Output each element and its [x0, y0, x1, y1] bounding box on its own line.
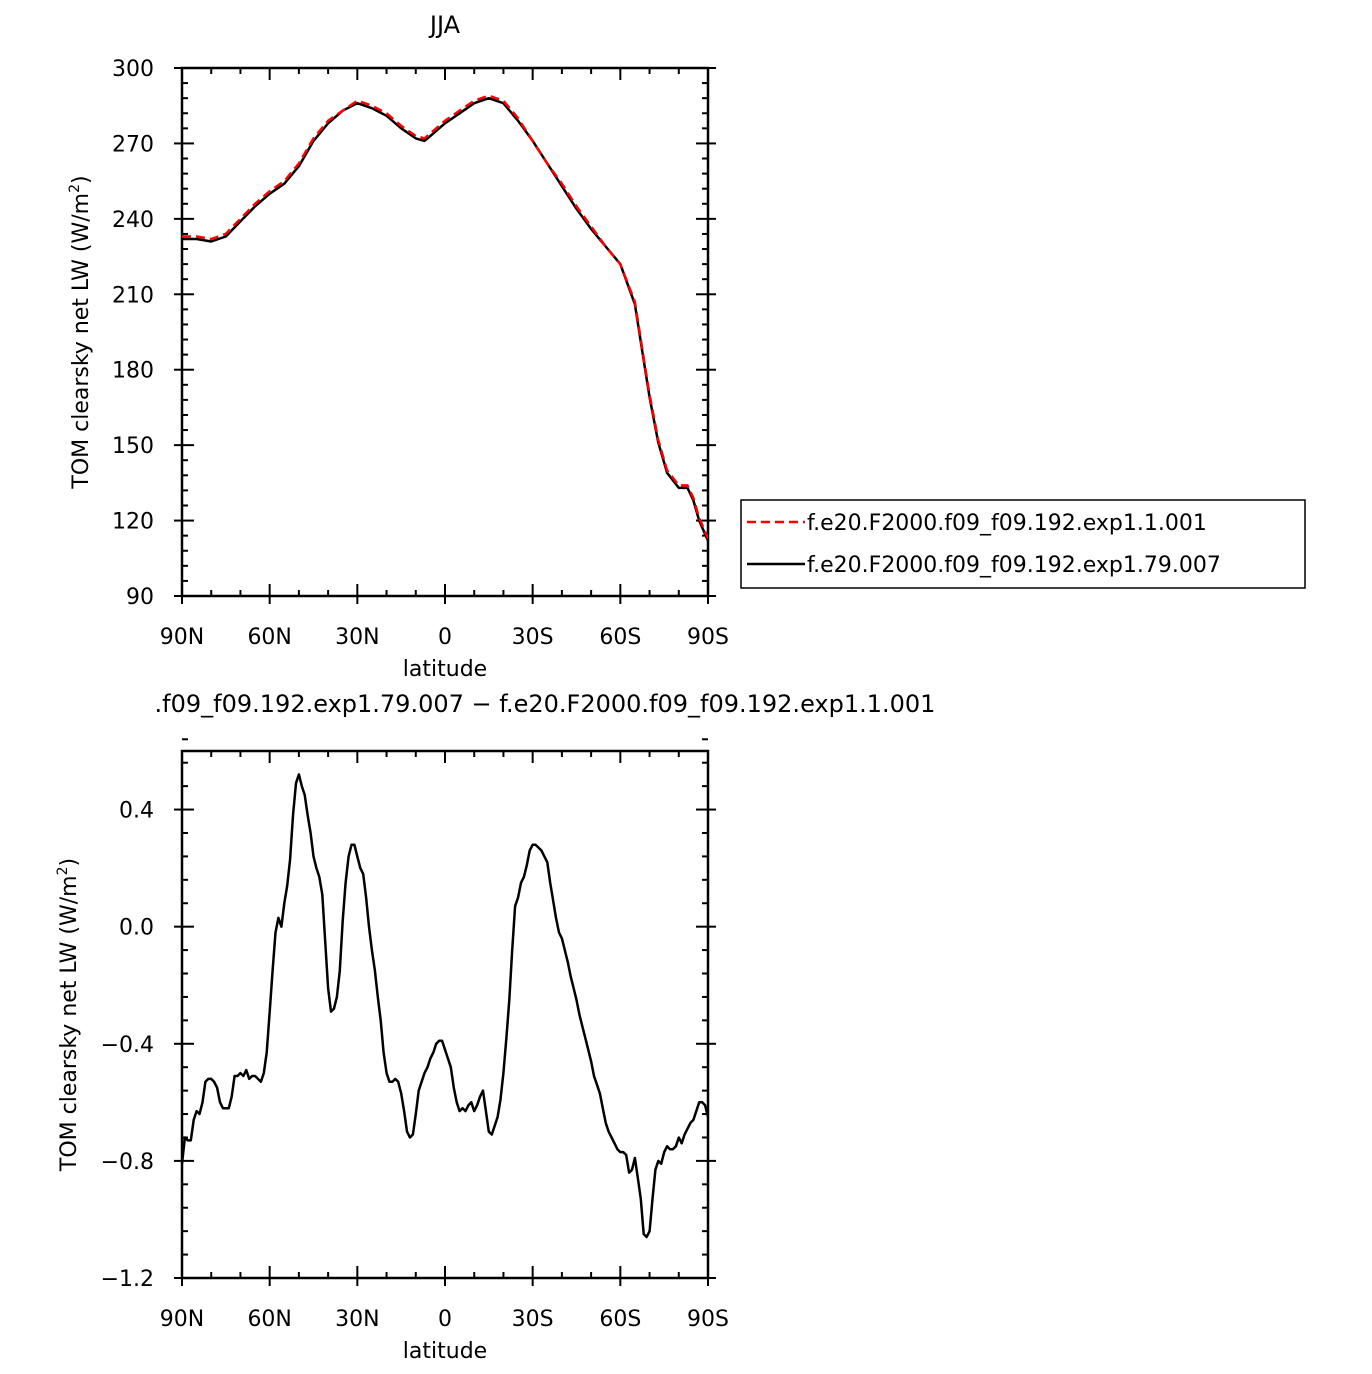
- x-tick-label: 0: [438, 625, 452, 650]
- y-tick-label: −0.4: [101, 1033, 154, 1058]
- x-tick-label: 30N: [335, 1307, 379, 1332]
- y-tick-label: 120: [112, 510, 154, 535]
- y-tick-label: 210: [112, 283, 154, 308]
- chart-title: .f09_f09.192.exp1.79.007 − f.e20.F2000.f…: [155, 690, 936, 718]
- series-line-2: [182, 96, 708, 542]
- series-line-1: [182, 94, 708, 539]
- x-tick-label: 60S: [599, 1307, 641, 1332]
- x-tick-label: 90N: [160, 625, 204, 650]
- x-tick-label: 60N: [247, 625, 291, 650]
- y-tick-label: 180: [112, 359, 154, 384]
- x-tick-label: 30N: [335, 625, 379, 650]
- x-tick-label: 90S: [687, 625, 729, 650]
- y-tick-label: −1.2: [101, 1267, 154, 1292]
- x-tick-label: 30S: [512, 625, 554, 650]
- chart-title: JJA: [428, 11, 461, 39]
- plot-frame: [180, 66, 710, 598]
- y-tick-label: 0.0: [119, 916, 154, 941]
- y-tick-label: −0.8: [101, 1150, 154, 1175]
- x-tick-label: 0: [438, 1307, 452, 1332]
- x-tick-label: 90N: [160, 1307, 204, 1332]
- y-tick-label: 150: [112, 434, 154, 459]
- y-tick-label: 300: [112, 57, 154, 82]
- legend-box: [740, 499, 1306, 589]
- y-axis-title: TOM clearsky net LW (W/m2): [55, 858, 82, 1172]
- legend-label: f.e20.F2000.f09_f09.192.exp1.1.001: [807, 511, 1207, 536]
- chart-1: JJA 90N 60N 30N 0 30S 60S 90S 90 120 150 180 210 240 2…: [67, 11, 1306, 682]
- y-tick-label: 270: [112, 132, 154, 157]
- x-axis-title: latitude: [403, 1339, 487, 1364]
- series-line-1: [182, 773, 708, 1239]
- y-tick-label: 0.4: [119, 799, 154, 824]
- y-axis-title: TOM clearsky net LW (W/m2): [67, 175, 94, 489]
- legend: f.e20.F2000.f09_f09.192.exp1.1.001 f.e20.…: [740, 499, 1306, 589]
- x-tick-label: 60S: [599, 625, 641, 650]
- x-axis-title: latitude: [403, 657, 487, 682]
- x-tick-label: 90S: [687, 1307, 729, 1332]
- x-tick-label: 30S: [512, 1307, 554, 1332]
- plot-frame: [180, 749, 710, 1280]
- x-tick-label: 60N: [247, 1307, 291, 1332]
- chart-2: .f09_f09.192.exp1.79.007 − f.e20.F2000.f…: [55, 690, 935, 1364]
- legend-label: f.e20.F2000.f09_f09.192.exp1.79.007: [807, 553, 1221, 578]
- y-tick-label: 90: [126, 585, 154, 610]
- y-tick-label: 240: [112, 208, 154, 233]
